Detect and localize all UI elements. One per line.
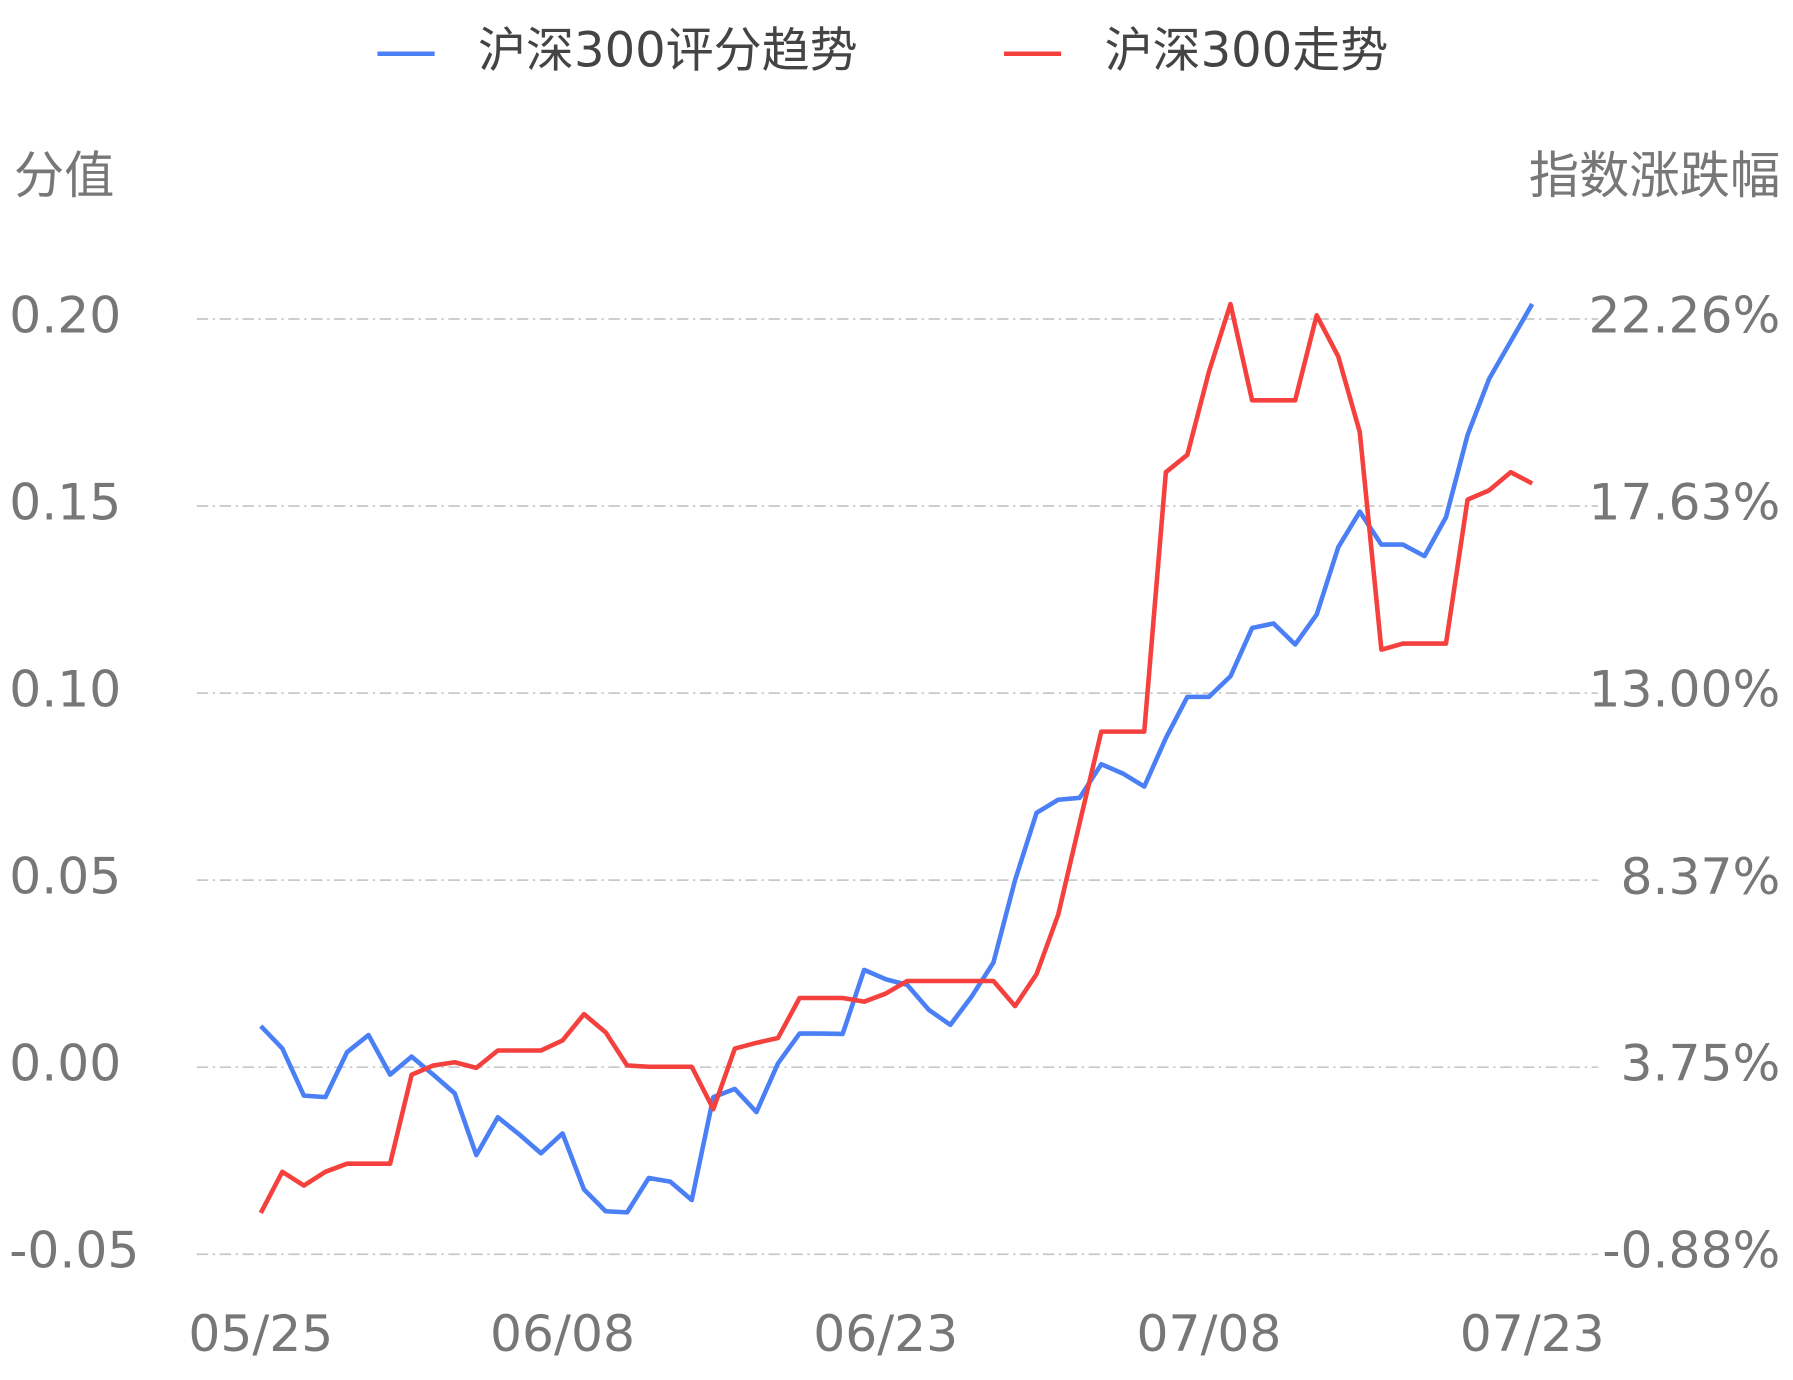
y-tick-label: 0.00 — [9, 1034, 121, 1093]
x-tick-label: 05/25 — [188, 1304, 333, 1363]
y-tick-label: 0.05 — [9, 847, 121, 906]
y-tick-label: 0.20 — [9, 285, 121, 344]
x-tick-label: 07/23 — [1460, 1304, 1605, 1363]
y2-tick-label: 13.00% — [1588, 660, 1780, 719]
line-series — [259, 302, 1535, 1215]
legend-label: 沪深300评分趋势 — [478, 23, 858, 79]
y-axis-title: 分值 — [14, 146, 115, 205]
x-tick-label: 06/08 — [490, 1304, 635, 1363]
legend-label: 沪深300走势 — [1105, 23, 1389, 79]
y2-tick-label: 17.63% — [1588, 473, 1780, 532]
y-tick-label: 0.15 — [9, 473, 121, 532]
y2-tick-label: -0.88% — [1602, 1221, 1780, 1280]
line-series — [258, 301, 1534, 1215]
y-tick-label: -0.05 — [9, 1221, 139, 1280]
x-tick-label: 06/23 — [813, 1304, 958, 1363]
y2-tick-label: 22.26% — [1588, 285, 1780, 344]
y2-tick-label: 8.37% — [1621, 847, 1781, 906]
y-tick-label: 0.10 — [9, 660, 121, 719]
y2-axis-title: 指数涨跌幅 — [1529, 146, 1780, 205]
x-tick-label: 07/08 — [1136, 1304, 1281, 1363]
y2-tick-label: 3.75% — [1621, 1034, 1781, 1093]
